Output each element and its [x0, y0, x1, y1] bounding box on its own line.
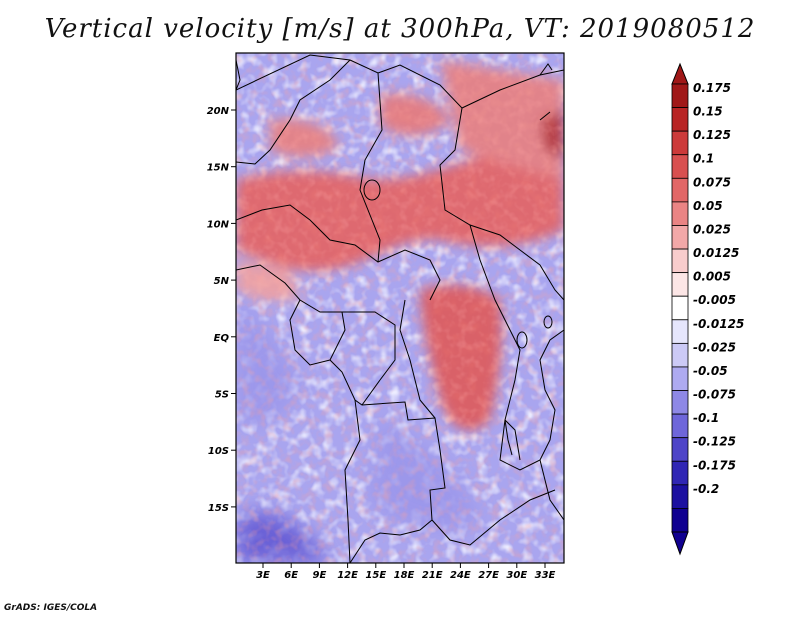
colorbar-segment — [671, 437, 689, 462]
lat-tick-label: 5S — [215, 390, 229, 401]
lon-tick-label: 6E — [284, 570, 298, 581]
colorbar-label: 0.075 — [693, 175, 731, 189]
lon-tick-label: 15E — [365, 570, 386, 581]
colorbar-label: 0.15 — [693, 105, 723, 119]
colorbar-segment — [671, 107, 689, 132]
colorbar-label: -0.2 — [693, 482, 719, 496]
colorbar-bottom-arrow — [671, 531, 689, 556]
colorbar-label: -0.075 — [693, 388, 736, 402]
colorbar-label: 0.05 — [693, 199, 723, 213]
colorbar-label: 0.175 — [693, 81, 731, 95]
lon-tick-label: 30E — [506, 570, 527, 581]
colorbar: 0.175 0.15 0.125 0.1 0.075 0.05 0.025 0.0125 0.0… — [671, 62, 744, 556]
lon-tick-label: 24E — [450, 570, 471, 581]
colorbar-top-arrow — [671, 62, 689, 85]
colorbar-segment — [671, 342, 689, 368]
lat-tick-label: 10N — [207, 219, 230, 230]
colorbar-segment — [671, 366, 689, 391]
colorbar-segment — [671, 484, 689, 509]
colorbar-segment — [671, 460, 689, 486]
colorbar-segment — [671, 319, 689, 344]
colorbar-label: -0.005 — [693, 293, 736, 307]
colorbar-label: 0.005 — [693, 270, 731, 284]
field-noise-red — [236, 53, 564, 563]
colorbar-segment — [671, 413, 689, 439]
colorbar-segment — [671, 225, 689, 250]
lon-tick-label: 12E — [337, 570, 358, 581]
colorbar-label: 0.125 — [693, 128, 731, 142]
lakes — [363, 179, 553, 456]
lat-tick-label: 15N — [207, 163, 230, 174]
colorbar-segment — [671, 154, 689, 179]
credit-label: GrADS: IGES/COLA — [4, 603, 98, 613]
colorbar-label: -0.175 — [693, 458, 736, 472]
lon-tick-label: 27E — [478, 570, 499, 581]
colorbar-label: -0.125 — [693, 435, 736, 449]
lon-tick-label: 33E — [535, 570, 556, 581]
country-boundaries — [236, 54, 564, 563]
lat-tick-label: EQ — [214, 333, 230, 344]
lat-tick-label: 20N — [207, 106, 230, 117]
colorbar-segment — [671, 390, 689, 415]
colorbar-segment — [671, 248, 689, 274]
lon-tick-label: 21E — [422, 570, 443, 581]
colorbar-segment — [671, 272, 689, 297]
colorbar-segment — [671, 201, 689, 226]
colorbar-segment — [671, 83, 689, 108]
lat-tick-label: 10S — [208, 446, 229, 457]
lat-tick-label: 15S — [208, 503, 229, 514]
colorbar-label: 0.0125 — [693, 246, 739, 260]
chart-title: Vertical velocity [m/s] at 300hPa, VT: 2… — [44, 14, 756, 44]
vertical-velocity-field — [236, 53, 564, 563]
map-axes: 3E 6E 9E 12E 15E 18E 21E 24E 27E 30E 33E 20N 15N 10N 5… — [207, 106, 556, 581]
colorbar-label: -0.0125 — [693, 317, 744, 331]
lon-tick-label: 18E — [394, 570, 415, 581]
colorbar-label: 0.1 — [693, 152, 714, 166]
colorbar-label: 0.025 — [693, 222, 731, 236]
colorbar-segment — [671, 508, 689, 533]
lat-tick-label: 5N — [214, 276, 230, 287]
colorbar-segment — [671, 177, 689, 203]
colorbar-label: -0.025 — [693, 340, 736, 354]
colorbar-segment — [671, 295, 689, 321]
map-frame — [235, 52, 565, 564]
colorbar-segment — [671, 130, 689, 156]
colorbar-label: -0.1 — [693, 411, 719, 425]
colorbar-label: -0.05 — [693, 364, 728, 378]
lon-tick-label: 9E — [313, 570, 327, 581]
lon-tick-label: 3E — [256, 570, 270, 581]
